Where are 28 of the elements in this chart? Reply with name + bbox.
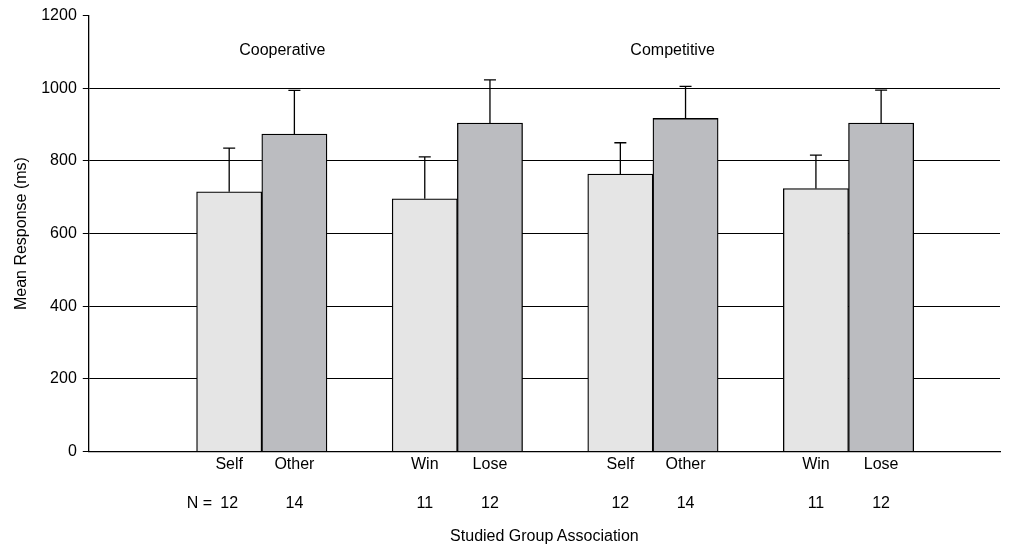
x-tick-label: Win [802,454,830,472]
text: 12 [220,494,239,512]
text: 11 [416,494,434,512]
x-tick-label: Lose [472,454,508,472]
x-tick-label: Other [274,454,316,472]
text: 12 [481,494,499,512]
x-axis-title: Studied Group Association [450,526,639,544]
annotation: Competitive [630,41,715,59]
y-axis-title: Mean Response (ms) [12,157,30,311]
x-tick-label: Self [215,454,244,472]
text: 14 [285,494,304,512]
annotation: Cooperative [239,41,326,59]
x-tick-label: Other [665,454,707,472]
x-tick-label: Win [410,454,439,472]
y-tick-label: 800 [50,151,77,169]
y-tick-label: 1000 [41,78,77,96]
y-tick-label: 600 [50,224,77,242]
text: N = [186,494,213,512]
x-tick-label: Lose [863,454,899,472]
x-tick-label: Self [606,454,635,472]
y-tick-label: 0 [67,442,77,460]
y-tick-label: 200 [50,369,77,387]
y-tick-label: 400 [50,296,77,314]
text: 12 [872,494,891,512]
text: 11 [807,494,825,512]
text: 14 [676,494,695,512]
y-tick-label: 1200 [41,6,77,24]
text: 12 [611,494,630,512]
